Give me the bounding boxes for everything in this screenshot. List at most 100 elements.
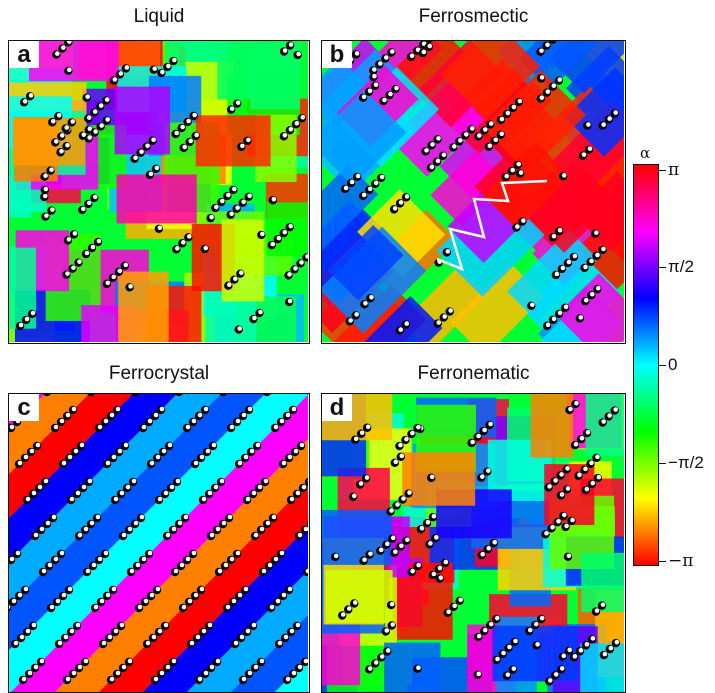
dipole-core [17, 460, 23, 466]
zigzag-path [436, 179, 548, 272]
dipole-core [47, 562, 53, 568]
panel-c-title: Ferrocrystal [108, 363, 210, 384]
dipole-core [31, 622, 37, 628]
dipole-core [551, 316, 557, 322]
dipole-core [245, 496, 251, 502]
dipole-core [539, 615, 545, 621]
dipole-core [279, 550, 285, 556]
dipole-core [188, 138, 193, 144]
dipole-core [151, 634, 157, 640]
dipole-core [595, 454, 600, 460]
dipole-core [392, 206, 398, 211]
dipole-core [77, 664, 83, 670]
dipole-core [399, 543, 404, 549]
dipole-core [354, 312, 359, 317]
dipole-core [583, 264, 588, 270]
colorbar-label-pi: π [668, 160, 680, 180]
panel-d-field [322, 394, 624, 692]
dipole-core [562, 512, 567, 518]
dipole-core [285, 676, 291, 682]
dipole-core [273, 556, 279, 562]
dipole-core [393, 459, 399, 465]
dipole-core [153, 412, 159, 418]
dipole-core [50, 207, 55, 212]
dipole-core [499, 116, 505, 122]
dipole-core [241, 412, 247, 418]
dipole-core [92, 194, 98, 200]
dipole-core [560, 265, 566, 271]
dipole-core [487, 143, 493, 149]
dipole-outline [306, 521, 308, 527]
dipole-core [550, 525, 555, 530]
dipole-core [121, 664, 127, 670]
dipole-core [361, 192, 367, 198]
dipole-core [421, 49, 427, 55]
dipole-core [193, 460, 199, 466]
dipole-core [589, 258, 594, 264]
dipole-core [613, 110, 618, 115]
dipole-core [362, 557, 367, 563]
dipole-core [187, 598, 193, 604]
phase-domain [530, 394, 574, 458]
dipole-core [192, 112, 197, 118]
dipole-core [213, 484, 219, 490]
dipole-core [590, 636, 596, 641]
dipole-core [157, 628, 163, 634]
dipole-core [499, 131, 505, 137]
dipole-core [517, 98, 523, 104]
dipole-core [42, 193, 48, 199]
dipole-core [289, 496, 295, 502]
dipole-core [151, 137, 156, 143]
dipole-outline [307, 394, 308, 395]
dipole-core [247, 193, 252, 199]
dipole-core [505, 672, 511, 677]
dipole-core [565, 466, 570, 471]
dipole-core [203, 245, 209, 251]
dipole-core [585, 429, 591, 435]
dipole-core [297, 664, 303, 670]
dipole-core [551, 233, 557, 239]
dipole-core [367, 186, 373, 192]
dipole-core [73, 448, 79, 454]
colorbar-label-zero: 0 [668, 355, 678, 374]
dipole-core [581, 152, 587, 157]
dipole-core [288, 127, 294, 132]
dipole-core [378, 547, 384, 553]
dipole-core [31, 490, 37, 496]
dipole-core [545, 42, 550, 48]
dipole-core [279, 418, 285, 424]
dipole-outline [548, 41, 557, 44]
dipole-core [64, 125, 70, 130]
dipole-core [351, 493, 357, 499]
dipole-core [303, 526, 308, 532]
dipole-core [352, 600, 358, 605]
dipole-core [539, 95, 545, 100]
dipole-core [11, 598, 17, 604]
dipole-core [343, 185, 349, 191]
dipole-core [247, 406, 253, 412]
dipole-core [373, 82, 379, 88]
dipole-core [231, 598, 237, 604]
dipole-core [154, 165, 160, 171]
dipole-core [291, 406, 297, 412]
dipole-core [197, 412, 203, 418]
phase-domain [116, 174, 197, 224]
dipole-core [225, 604, 231, 610]
dipole-core [437, 565, 443, 571]
dipole-core [390, 622, 396, 627]
dipole-core [299, 260, 304, 265]
dipole-core [221, 520, 227, 526]
panel-a-title: Liquid [133, 6, 185, 27]
dipole-core [226, 192, 231, 198]
dipole-core [109, 676, 115, 682]
phase-domain [564, 67, 624, 157]
dipole-core [127, 658, 133, 664]
dipole-core [227, 514, 233, 520]
dipole-core [251, 490, 257, 496]
dipole-core [493, 137, 499, 143]
dipole-core [407, 490, 412, 495]
dipole-core [557, 77, 563, 82]
dipole-core [80, 206, 86, 212]
dipole-core [87, 135, 92, 140]
phase-domain [195, 115, 271, 167]
